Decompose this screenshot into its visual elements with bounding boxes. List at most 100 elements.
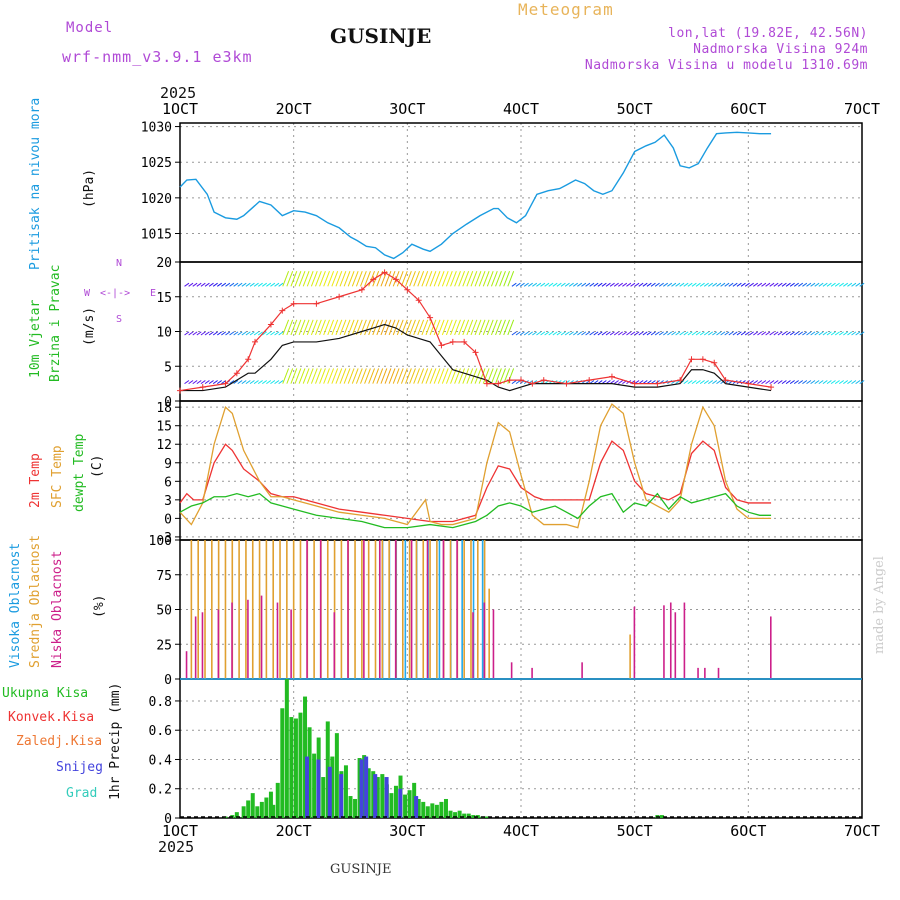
x-tick-label-bottom: 7OCT	[844, 822, 880, 840]
wind-barb	[376, 368, 384, 384]
wind-barb	[814, 331, 820, 336]
wind-barb	[503, 270, 511, 287]
wind-gust-marker	[233, 370, 240, 377]
x-tick-label-bottom: 6OCT	[730, 822, 766, 840]
wind-barb	[720, 380, 726, 385]
wind-barb	[200, 282, 206, 287]
wind-barb	[769, 282, 775, 287]
wind-barb	[425, 368, 433, 384]
wind-barb	[753, 331, 759, 336]
wind-barb	[466, 319, 474, 336]
y-tick-label: 50	[156, 604, 172, 619]
wind-barb	[556, 331, 562, 336]
wind-gust-marker	[449, 338, 456, 345]
wind-gust-marker	[358, 286, 365, 293]
wind-barb	[708, 380, 714, 385]
y-tick-label: 18	[156, 401, 172, 416]
wind-barb	[482, 270, 490, 287]
wind-barb	[188, 331, 194, 336]
wind-barb	[699, 331, 705, 336]
wind-barb	[798, 282, 804, 287]
precip-bar-total	[457, 810, 462, 818]
precip-bar-total	[250, 793, 255, 818]
wind-barb	[789, 331, 795, 336]
wind-barb	[474, 270, 482, 287]
wind-barb	[429, 319, 437, 336]
wind-barb	[802, 282, 808, 287]
wind-barb	[241, 380, 247, 385]
precip-bar-total	[307, 727, 312, 818]
legend-snow: Snijeg	[56, 760, 103, 775]
wind-barb	[687, 380, 693, 385]
x-tick-label-top: 4OCT	[503, 100, 539, 118]
wind-barb	[851, 380, 857, 385]
wind-barb	[360, 368, 367, 384]
wind-barb	[642, 331, 648, 336]
wind-barb	[364, 368, 371, 384]
precip-bar-total	[393, 785, 398, 818]
wind-barb	[417, 270, 425, 287]
wind-barb	[335, 270, 343, 287]
wind-barb	[769, 380, 775, 385]
wind-barb	[343, 319, 351, 336]
wind-barb	[515, 282, 521, 287]
wind-barb	[355, 368, 363, 384]
wind-gust-marker	[654, 380, 661, 387]
wind-barb	[532, 331, 538, 336]
wind-barb	[405, 368, 412, 384]
precip-bar-total	[330, 756, 335, 818]
precip-bar-total	[275, 782, 280, 818]
wind-gust-marker	[222, 380, 229, 387]
wind-gust-marker	[404, 286, 411, 293]
precip-bar-total	[484, 816, 489, 818]
wind-gust-line	[179, 271, 772, 392]
wind-barb	[409, 270, 416, 287]
precip-bar-total	[289, 717, 294, 818]
wind-barb	[552, 331, 558, 336]
wind-barb	[474, 319, 482, 336]
wind-gust-marker	[427, 314, 434, 321]
wind-barb	[245, 331, 251, 336]
wind-barb	[294, 319, 302, 336]
wind-barb	[372, 270, 380, 287]
wind-barb	[712, 282, 718, 287]
wind-barb	[421, 319, 429, 336]
y-tick-label: 5	[164, 360, 172, 375]
y-tick-label: 9	[164, 457, 172, 472]
wind-barb	[503, 319, 511, 336]
wind-gust-marker	[688, 356, 695, 363]
wind-barb	[499, 319, 506, 336]
wind-barb	[810, 282, 816, 287]
wind-barb	[372, 368, 380, 384]
wind-gust-marker	[370, 276, 377, 283]
wind-barb	[474, 368, 482, 384]
wind-barb	[445, 368, 453, 384]
pressure-line	[179, 131, 772, 260]
wind-barb	[441, 270, 449, 287]
wind-barb	[458, 270, 466, 287]
wind-gust-marker	[252, 338, 259, 345]
wind-barb	[757, 331, 763, 336]
wind-barb	[298, 368, 306, 384]
wind-barb	[257, 380, 263, 385]
wind-barb	[716, 331, 722, 336]
wind-barb	[515, 380, 521, 385]
wind-barb	[380, 319, 388, 336]
wind-barb	[572, 282, 578, 287]
wind-barb	[847, 282, 853, 287]
wind-barb	[744, 282, 750, 287]
wind-barb	[830, 380, 836, 385]
wind-gust-marker	[199, 384, 206, 391]
wind-barb	[249, 380, 255, 385]
wind-barb	[315, 270, 322, 287]
wind-barb	[298, 270, 306, 287]
wind-barb	[282, 368, 290, 384]
wind-barb	[511, 331, 517, 336]
wind-barb	[204, 282, 210, 287]
wind-barb	[433, 319, 441, 336]
x-tick-label-bottom: 5OCT	[617, 822, 653, 840]
wind-barb	[855, 380, 861, 385]
wind-barb	[302, 368, 310, 384]
wind-gust-marker	[722, 377, 729, 384]
wind-barb	[646, 331, 652, 336]
